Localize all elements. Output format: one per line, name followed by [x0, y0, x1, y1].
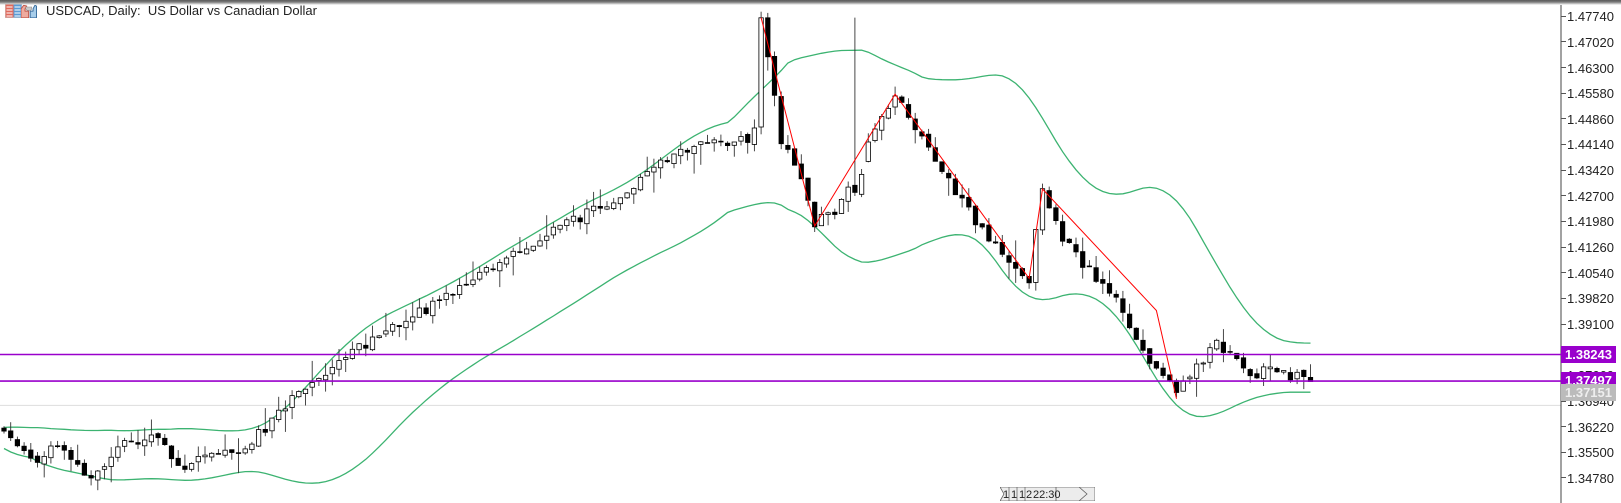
svg-text:1: 1 [1011, 489, 1017, 501]
svg-text:2: 2 [1026, 489, 1032, 501]
svg-text:1: 1 [1003, 489, 1009, 501]
svg-text:1: 1 [1019, 489, 1025, 501]
svg-text:22:30: 22:30 [1033, 489, 1061, 501]
